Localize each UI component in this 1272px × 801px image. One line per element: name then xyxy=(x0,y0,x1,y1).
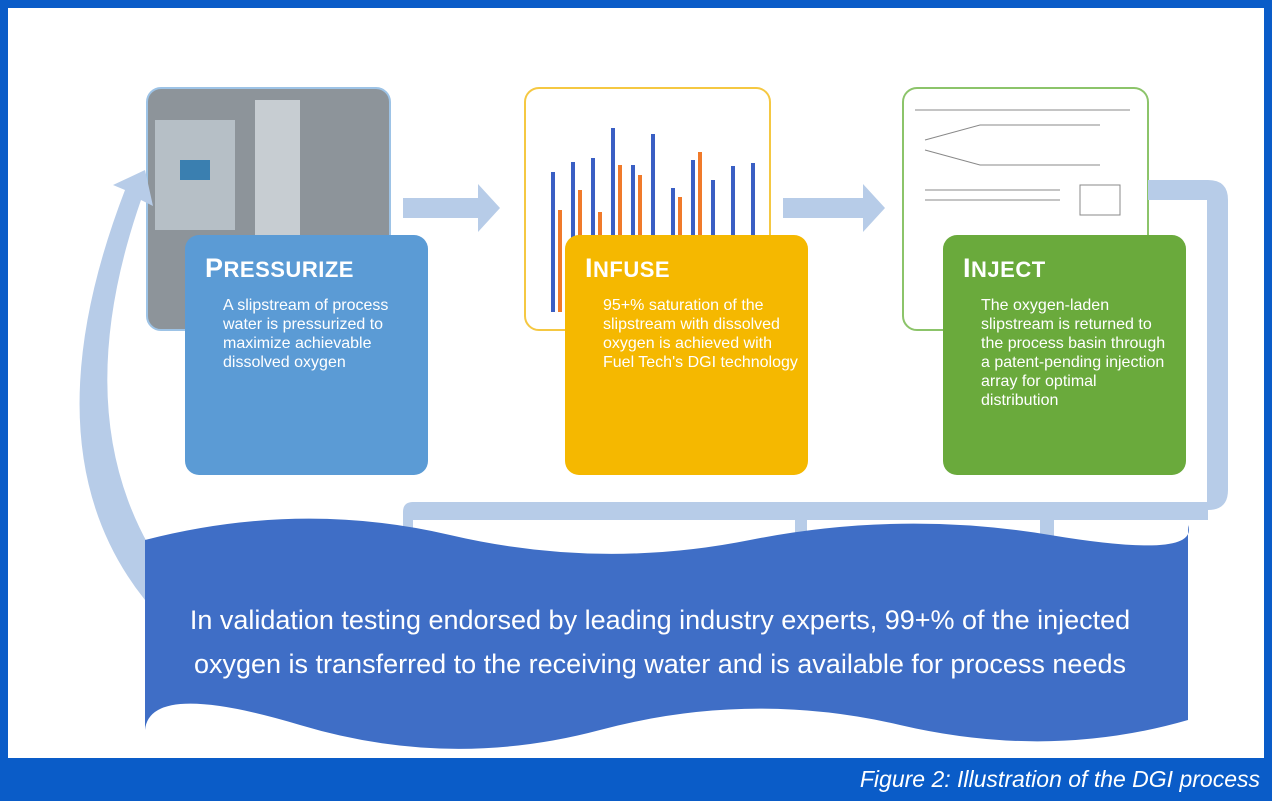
step-title: PRESSURIZE xyxy=(205,253,354,283)
step-title: INJECT xyxy=(963,253,1046,283)
step-box: PRESSURIZE A slipstream of process water… xyxy=(185,235,428,475)
step-box: INJECT The oxygen-laden slipstream is re… xyxy=(943,235,1186,475)
banner-wave xyxy=(145,518,1189,749)
arrows xyxy=(79,170,1228,600)
step-title: INFUSE xyxy=(585,253,671,283)
caption-bar xyxy=(0,758,1272,801)
step-body: 95+% saturation of the slipstream with d… xyxy=(603,297,798,371)
banner-text: In validation testing endorsed by leadin… xyxy=(189,605,1131,679)
step-body: A slipstream of process water is pressur… xyxy=(223,297,389,371)
photo-screen xyxy=(180,160,210,180)
step-box: INFUSE 95+% saturation of the slipstream… xyxy=(565,235,808,475)
caption: Figure 2: Illustration of the DGI proces… xyxy=(859,766,1260,792)
step-body: The oxygen-laden slipstream is returned … xyxy=(981,297,1166,409)
drawing-lines xyxy=(915,109,1130,216)
